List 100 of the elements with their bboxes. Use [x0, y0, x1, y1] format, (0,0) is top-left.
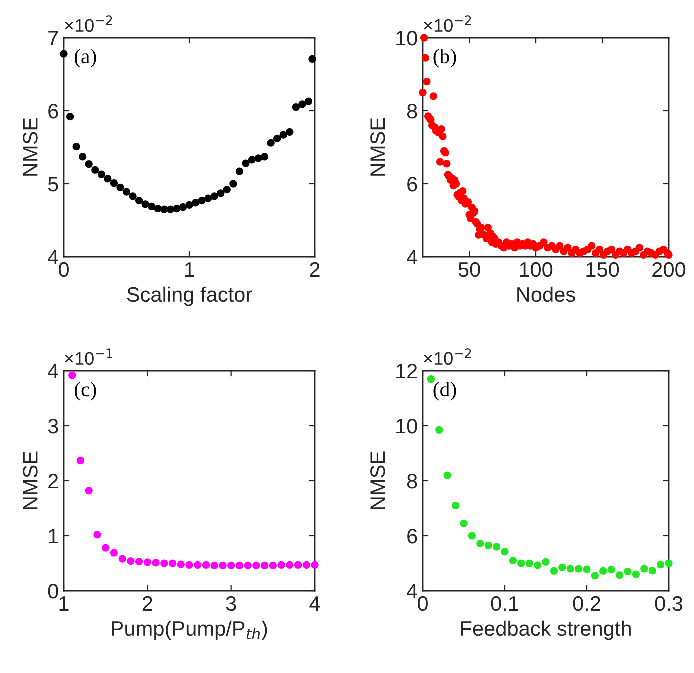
point [501, 548, 509, 556]
x-tick-label: 200 [652, 262, 686, 278]
point [135, 558, 144, 566]
point [122, 188, 131, 196]
point [98, 170, 106, 178]
point [534, 562, 542, 570]
point [640, 565, 648, 573]
point [278, 561, 286, 569]
point [298, 100, 306, 108]
y-tick-label: 6 [408, 529, 418, 544]
point [173, 205, 181, 213]
point [94, 531, 102, 539]
point [192, 199, 200, 207]
point [148, 202, 156, 210]
point [160, 560, 168, 568]
x-axis-title: Feedback strength [461, 620, 631, 640]
point [632, 570, 640, 578]
x-tick-label: 50 [458, 262, 480, 278]
x-tick-label: 0.3 [655, 596, 683, 612]
point [104, 175, 112, 183]
text: ×10$^{−1}$ [65, 348, 112, 366]
point [624, 568, 632, 576]
y-tick-label: 10 [396, 31, 418, 46]
point [85, 160, 93, 168]
point [228, 562, 236, 570]
point [129, 192, 137, 200]
y-tick-label: 6 [408, 177, 418, 192]
x-tick-label: 0.1 [491, 596, 518, 612]
y-axis-title: NMSE [370, 452, 386, 510]
annotation: (a) [74, 48, 96, 68]
point [574, 565, 583, 573]
point [76, 456, 85, 464]
point [308, 55, 316, 63]
y-tick-label: 8 [407, 474, 418, 489]
point [260, 153, 269, 161]
y-tick-label: 4 [407, 250, 418, 265]
point [294, 561, 302, 569]
point [223, 186, 231, 194]
point [219, 562, 227, 570]
point [236, 168, 244, 176]
y-tick-label: 8 [407, 104, 418, 119]
point [110, 549, 118, 557]
point [210, 562, 218, 570]
point [436, 426, 444, 434]
y-axis-title: NMSE [370, 118, 386, 176]
x-axis-title: Scaling factor [127, 286, 252, 306]
y-tick-label: 12 [396, 364, 418, 379]
point [518, 560, 526, 568]
point [267, 139, 275, 147]
point [154, 205, 162, 213]
point [427, 375, 436, 384]
point [608, 566, 616, 574]
point [217, 190, 225, 198]
point [60, 50, 68, 58]
point [492, 543, 501, 551]
y-tick-label: 4 [407, 584, 418, 599]
point [292, 104, 300, 112]
annotation: (c) [74, 382, 96, 401]
point [302, 561, 310, 569]
point [286, 128, 294, 136]
point [550, 567, 558, 576]
point [110, 179, 118, 188]
point [526, 560, 534, 568]
point [236, 562, 244, 570]
point [460, 520, 468, 528]
point [269, 562, 277, 570]
point [566, 565, 574, 573]
x-tick-label: 0.2 [573, 596, 600, 612]
text: ×10$^{−2}$ [424, 16, 472, 32]
point [484, 542, 492, 550]
point [230, 180, 238, 188]
point [311, 561, 319, 569]
y-tick-label: 3 [48, 419, 58, 434]
point [177, 560, 185, 568]
point [142, 200, 150, 208]
point [135, 196, 144, 205]
point [160, 206, 168, 214]
point [244, 562, 252, 570]
point [127, 557, 135, 566]
point [248, 156, 256, 164]
annotation: (d) [434, 382, 456, 401]
point [68, 372, 76, 380]
point [72, 142, 80, 151]
x-axis-title: Pump(Pump/P$_{th}$) [112, 620, 268, 640]
point [92, 166, 100, 174]
point [194, 561, 202, 569]
y-tick-label: 7 [48, 31, 58, 46]
x-axis-title: Nodes [518, 286, 576, 302]
x-tick-label: 2 [142, 596, 152, 611]
point [204, 194, 212, 202]
y-tick-label: 2 [48, 474, 58, 489]
point [468, 532, 476, 540]
point [66, 113, 74, 121]
x-tick-label: 4 [310, 596, 320, 611]
point [542, 558, 550, 566]
x-tick-label: 150 [586, 262, 620, 278]
point [254, 154, 262, 162]
point [558, 564, 566, 572]
point [648, 567, 656, 575]
x-tick-label: 0 [59, 262, 69, 278]
